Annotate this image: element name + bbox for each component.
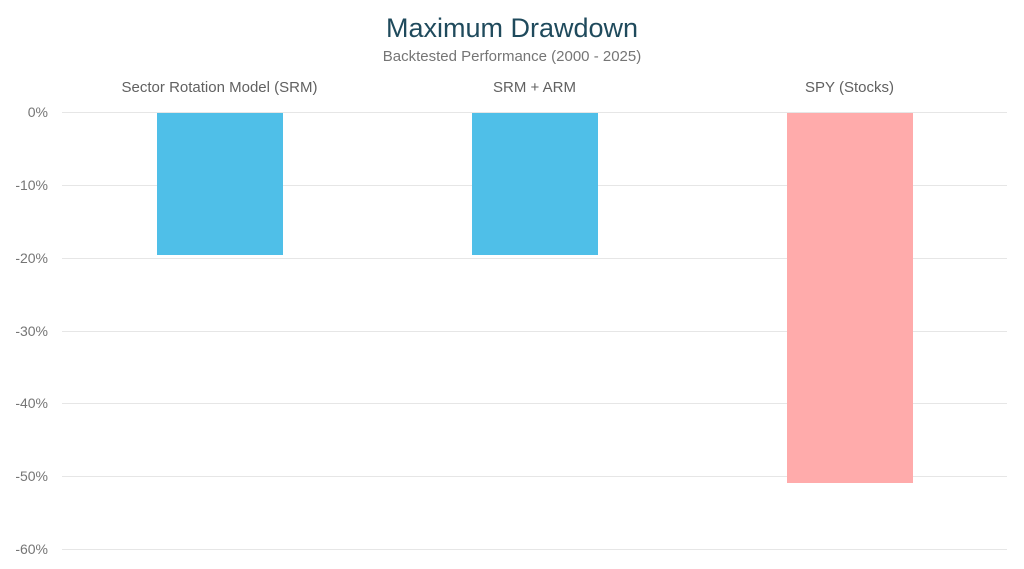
bar-1 xyxy=(156,113,283,255)
gridline xyxy=(62,476,1007,478)
plot-area xyxy=(62,112,1007,550)
bar-2 xyxy=(471,113,598,255)
category-label: SPY (Stocks) xyxy=(805,79,894,96)
bar-3 xyxy=(786,113,913,484)
y-tick-label: -20% xyxy=(15,249,48,266)
category-label: Sector Rotation Model (SRM) xyxy=(121,79,318,96)
y-tick-label: -30% xyxy=(15,322,48,339)
category-label: SRM + ARM xyxy=(493,79,576,96)
chart-subtitle: Backtested Performance (2000 - 2025) xyxy=(382,48,642,65)
gridline xyxy=(62,403,1007,405)
chart-title: Maximum Drawdown xyxy=(385,13,639,43)
gridline xyxy=(62,112,1007,113)
y-tick-label: -60% xyxy=(15,541,48,557)
gridline xyxy=(62,330,1007,332)
y-tick-label: 0% xyxy=(27,104,48,120)
gridline xyxy=(62,257,1007,259)
gridline xyxy=(62,549,1007,550)
y-tick-label: -40% xyxy=(15,395,48,412)
y-tick-label: -50% xyxy=(15,468,48,485)
y-tick-label: -10% xyxy=(15,176,48,193)
